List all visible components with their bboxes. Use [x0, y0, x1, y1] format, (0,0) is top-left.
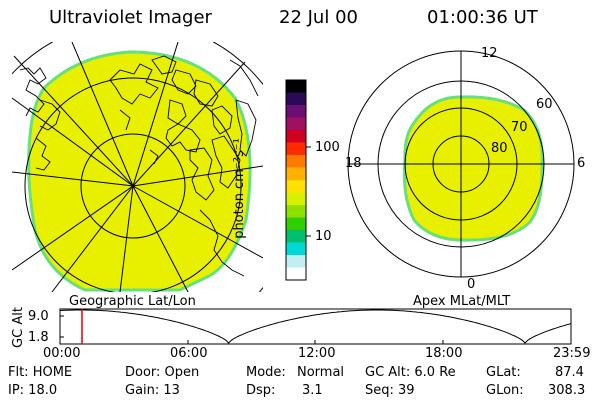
colorbar-swatch	[286, 192, 306, 206]
xtick-2359: 23:59	[553, 346, 591, 361]
date-label: 22 Jul 00	[279, 7, 358, 28]
info-gain: Gain: 13	[125, 383, 180, 398]
info-dsp-value: 3.1	[302, 383, 323, 398]
info-glat-label: GLat:	[486, 365, 521, 380]
xtick-0000: 00:00	[43, 346, 81, 361]
time-label: 01:00:36 UT	[427, 7, 538, 28]
colorbar	[285, 79, 311, 281]
xtick-1800: 18:00	[425, 346, 463, 361]
info-door: Door: Open	[125, 365, 200, 380]
mlt-label-0: 0	[467, 277, 476, 292]
colorbar-label-10: 10	[315, 229, 332, 244]
colorbar-swatch	[286, 242, 306, 256]
info-flight: Flt: HOME	[8, 365, 73, 380]
colorbar-swatch	[286, 142, 306, 156]
colorbar-frame	[285, 79, 307, 281]
xtick-0600: 06:00	[170, 346, 208, 361]
info-glon-value: 308.3	[548, 383, 586, 398]
colorbar-swatch	[286, 267, 306, 281]
info-mode-label: Mode:	[246, 365, 286, 380]
coastlines	[19, 55, 259, 277]
colorbar-swatch	[286, 230, 306, 243]
colorbar-swatch	[286, 130, 306, 143]
magnetic-caption: Apex MLat/MLT	[413, 294, 511, 309]
colorbar-swatch	[286, 180, 306, 193]
colorbar-swatches	[286, 80, 306, 281]
info-ip: IP: 18.0	[8, 383, 58, 398]
longitude-lines	[12, 42, 263, 292]
colorbar-unit-label: photon cm⁻²s⁻¹	[231, 138, 247, 239]
mlt-label-18: 18	[345, 156, 362, 171]
altitude-ytick-low: 1.8	[28, 330, 49, 345]
colorbar-swatch	[286, 205, 306, 218]
altitude-plot-ticks	[59, 315, 572, 344]
info-mode-value: Normal	[297, 365, 345, 380]
xtick-1200: 12:00	[298, 346, 336, 361]
colorbar-swatch	[286, 92, 306, 106]
colorbar-swatch	[286, 217, 306, 231]
altitude-plot	[59, 308, 572, 345]
colorbar-label-100: 100	[315, 140, 340, 155]
info-gc-alt: GC Alt: 6.0 Re	[365, 365, 456, 380]
altitude-ytick-high: 9.0	[28, 309, 49, 324]
info-glat-value: 87.4	[555, 365, 584, 380]
mlat-label-60: 60	[536, 97, 553, 112]
magnetic-polar-plot	[347, 50, 575, 278]
instrument-title: Ultraviolet Imager	[49, 7, 212, 28]
colorbar-swatch	[286, 105, 306, 118]
altitude-axis-label: GC Alt	[10, 307, 26, 348]
mlt-label-12: 12	[481, 46, 498, 61]
geographic-map	[12, 42, 263, 292]
orbit-altitude-curve	[59, 309, 572, 344]
latitude-circles	[12, 42, 263, 292]
geographic-caption: Geographic Lat/Lon	[69, 294, 196, 309]
colorbar-swatch	[286, 167, 306, 181]
mlat-label-70: 70	[511, 120, 528, 135]
info-dsp-label: Dsp:	[246, 383, 276, 398]
mlat-label-80: 80	[491, 141, 508, 156]
colorbar-swatch	[286, 255, 306, 268]
info-seq: Seq: 39	[365, 383, 415, 398]
pole-marker	[131, 184, 135, 188]
info-glon-label: GLon:	[486, 383, 524, 398]
mlt-label-6: 6	[577, 156, 586, 171]
colorbar-swatch	[286, 117, 306, 131]
mlt-lines	[348, 51, 574, 277]
colorbar-swatch	[286, 155, 306, 168]
auroral-oval-geographic	[27, 50, 252, 292]
colorbar-swatch	[286, 80, 306, 93]
